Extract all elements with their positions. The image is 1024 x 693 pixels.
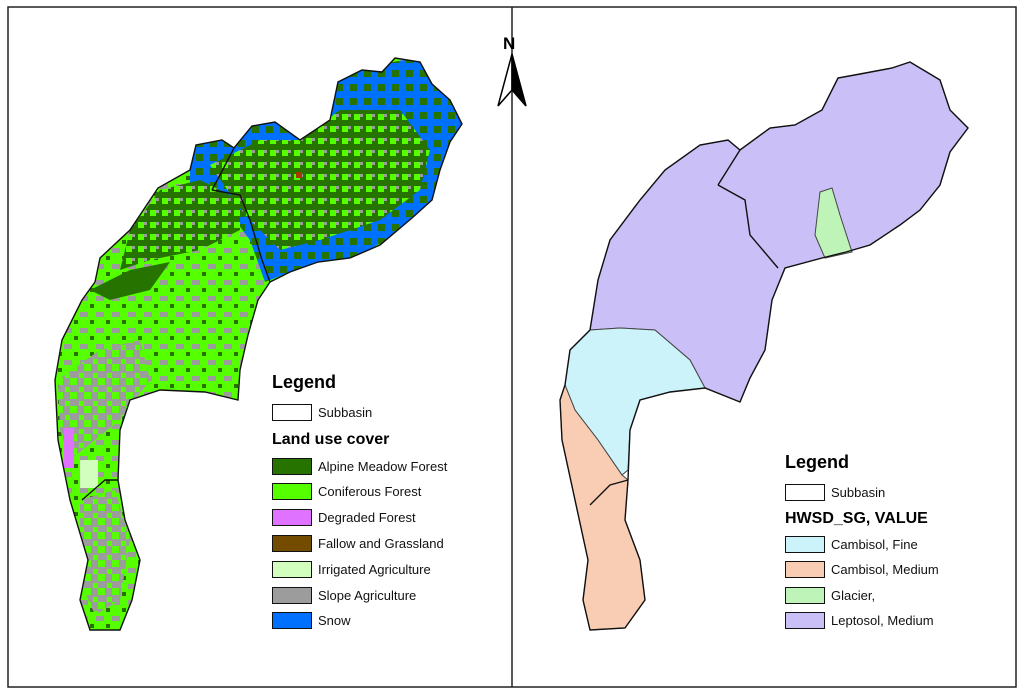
legend-entry: Cambisol, Fine xyxy=(785,534,918,554)
legend-swatch xyxy=(272,560,312,578)
legend-label: Subbasin xyxy=(318,404,373,420)
legend-label: Slope Agriculture xyxy=(318,587,417,603)
right-legend-subbasin: Subbasin xyxy=(785,482,885,502)
legend-entry: Snow xyxy=(272,611,351,631)
subbasin-swatch xyxy=(272,403,312,421)
legend-label: Irrigated Agriculture xyxy=(318,561,431,577)
legend-label: Leptosol, Medium xyxy=(831,613,934,628)
legend-entry: Leptosol, Medium xyxy=(785,611,934,631)
left-legend-title: Legend xyxy=(272,372,337,392)
legend-label: Glacier, xyxy=(831,587,876,603)
legend-entry: Slope Agriculture xyxy=(272,585,416,605)
legend-swatch xyxy=(785,612,825,629)
legend-swatch xyxy=(272,612,312,630)
left-legend-subbasin: Subbasin xyxy=(272,402,372,422)
legend-entry: Cambisol, Medium xyxy=(785,560,939,580)
north-arrow-icon xyxy=(497,53,527,107)
legend-swatch xyxy=(272,586,312,604)
legend-entry: Glacier, xyxy=(785,585,875,605)
legend-swatch xyxy=(272,534,312,552)
legend-swatch xyxy=(785,535,825,553)
legend-swatch xyxy=(785,586,825,604)
subbasin-outlines-right xyxy=(559,61,969,631)
legend-label: Degraded Forest xyxy=(318,510,416,526)
right-legend-title: Legend xyxy=(785,452,850,472)
legend-swatch xyxy=(272,509,312,527)
legend-entry: Coniferous Forest xyxy=(272,482,421,502)
legend-label: Cambisol, Fine xyxy=(831,536,918,552)
legend-entry: Degraded Forest xyxy=(272,508,416,528)
legend-swatch xyxy=(272,457,312,475)
right-legend-section-title: HWSD_SG, VALUE xyxy=(785,510,928,527)
north-arrow-label: N xyxy=(503,34,516,53)
legend-label: Cambisol, Medium xyxy=(831,562,939,577)
legend-label: Snow xyxy=(318,613,351,629)
legend-label: Fallow and Grassland xyxy=(318,535,444,551)
legend-entry: Fallow and Grassland xyxy=(272,533,444,553)
subbasin-swatch xyxy=(785,483,825,501)
soil-map xyxy=(559,61,969,631)
legend-entry: Alpine Meadow Forest xyxy=(272,456,447,476)
legend-swatch xyxy=(785,561,825,578)
legend-swatch xyxy=(272,483,312,501)
legend-label: Coniferous Forest xyxy=(318,484,422,500)
subbasin-outlines-left xyxy=(54,57,463,631)
legend-label: Alpine Meadow Forest xyxy=(318,458,448,474)
legend-entry: Irrigated Agriculture xyxy=(272,559,431,579)
legend-label: Subbasin xyxy=(831,484,886,500)
left-legend-section-title: Land use cover xyxy=(272,431,390,448)
